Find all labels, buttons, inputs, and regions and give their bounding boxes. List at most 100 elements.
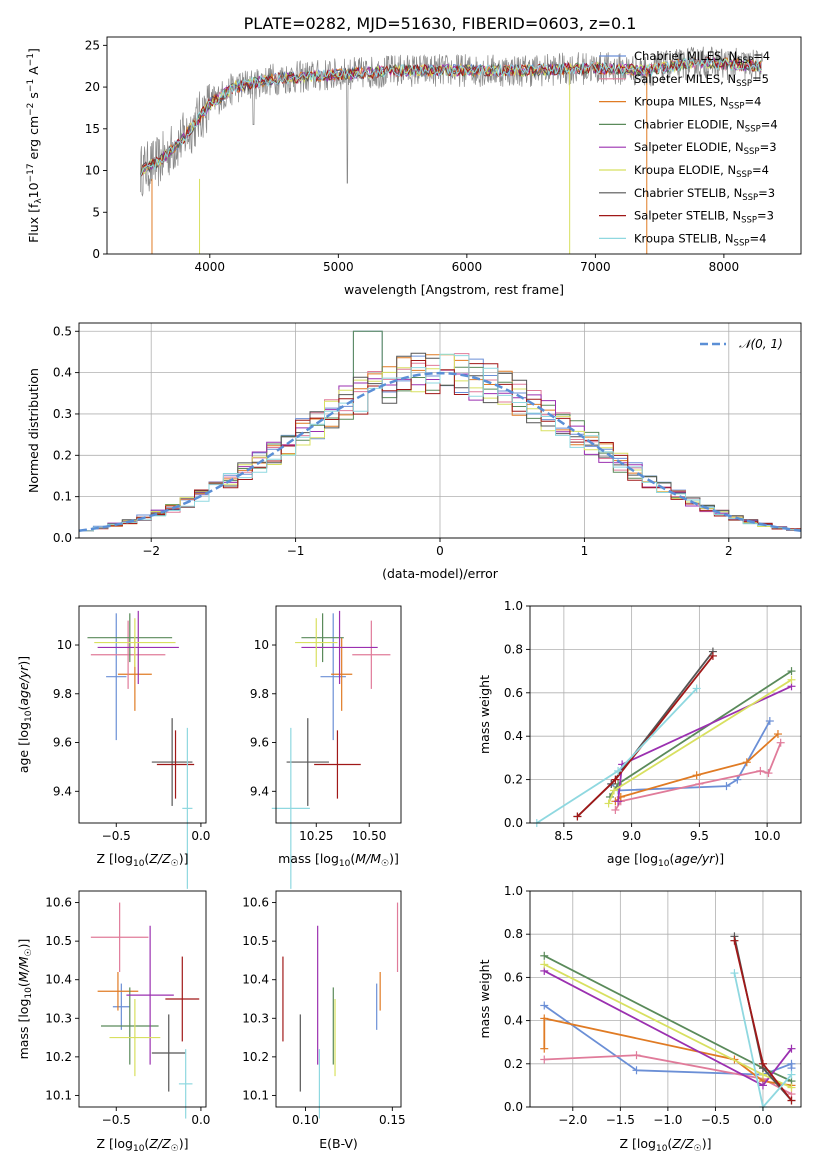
ylabel-sup: −2 — [26, 103, 36, 116]
data-layer — [78, 46, 802, 1119]
ylabel-mass-weight: mass weight — [477, 959, 492, 1038]
weight-line — [544, 1054, 792, 1095]
y-tick-label: 0 — [92, 247, 100, 261]
axes-frame — [78, 605, 207, 824]
label-part: age/yr — [16, 665, 31, 706]
label-part: )] — [714, 851, 724, 866]
legend-label: Salpeter STELIB, NSSP=3 — [634, 209, 774, 226]
label-part: ☉ — [694, 1144, 702, 1154]
legend-label: 𝒩(0, 1) — [739, 337, 783, 351]
y-tick-label: 10.4 — [45, 973, 72, 987]
normal-curve — [78, 371, 802, 533]
y-tick-label: 10.1 — [242, 1088, 269, 1102]
ylabel-part: ] — [26, 48, 41, 53]
y-tick-label: 9.4 — [250, 784, 269, 798]
legend-subscript: SSP — [742, 193, 758, 203]
y-tick-label: 25 — [85, 38, 100, 52]
hist-ylabel: Normed distribution — [26, 368, 41, 493]
y-tick-label: 10.5 — [242, 934, 269, 948]
ylabel-age: age [log10(age/yr)] — [16, 656, 34, 773]
x-tick-label: 0.0 — [191, 829, 210, 843]
y-tick-label: 0.5 — [53, 324, 72, 338]
y-tick-label: 10.2 — [45, 1050, 72, 1064]
ylabel-sup: −1 — [26, 53, 36, 66]
label-part: mass [log — [278, 851, 339, 866]
weight-line — [614, 733, 779, 803]
legend-label: Chabrier ELODIE, NSSP=4 — [634, 117, 778, 134]
x-tick-label: −2 — [142, 544, 160, 558]
label-part: ☉ — [381, 859, 389, 869]
x-tick-label: −1.5 — [606, 1113, 635, 1127]
y-tick-label: 0.6 — [504, 970, 523, 984]
x-tick-label: 0 — [436, 544, 444, 558]
y-tick-label: 0.0 — [504, 1100, 523, 1114]
label-part: )] — [702, 1136, 712, 1151]
legend-label: Chabrier MILES, NSSP=4 — [634, 49, 770, 66]
spectrum-xlabel: wavelength [Angstrom, rest frame] — [344, 282, 564, 297]
legend-label: Salpeter MILES, NSSP=5 — [634, 72, 769, 89]
y-tick-label: 10.5 — [45, 934, 72, 948]
legend-label: Kroupa ELODIE, NSSP=4 — [634, 163, 769, 180]
y-tick-label: 10.3 — [242, 1011, 269, 1025]
legend-value: =3 — [758, 186, 775, 200]
x-tick-label: −0.5 — [102, 829, 131, 843]
grid-layer — [79, 323, 801, 1108]
label-part: 10 — [24, 710, 34, 722]
legend-value: =3 — [757, 209, 774, 223]
legend-label: Chabrier STELIB, NSSP=3 — [634, 186, 775, 203]
x-tick-label: 10.25 — [299, 829, 333, 843]
label-part: 10 — [133, 1144, 145, 1154]
label-part: Z/Z — [148, 1136, 171, 1151]
x-tick-label: 8000 — [709, 260, 740, 274]
y-tick-label: 9.8 — [250, 687, 269, 701]
y-tick-label: 0.4 — [504, 1014, 523, 1028]
legend-subscript: SSP — [741, 216, 757, 226]
y-tick-label: 10.2 — [242, 1050, 269, 1064]
legend-subscript: SSP — [744, 147, 760, 157]
legend-subscript: SSP — [737, 56, 753, 66]
x-tick-label: 9.5 — [690, 829, 709, 843]
x-tick-label: −0.5 — [102, 1113, 131, 1127]
label-part: Z/Z — [671, 1136, 694, 1151]
xlabel-ebv: E(B-V) — [319, 1136, 358, 1151]
y-tick-label: 0.8 — [504, 927, 523, 941]
x-tick-label: 0.15 — [379, 1113, 406, 1127]
label-part: ( — [16, 982, 31, 987]
legend-label: Salpeter ELODIE, NSSP=3 — [634, 140, 777, 157]
ylabel-sub: λ — [34, 198, 44, 204]
figure-title: PLATE=0282, MJD=51630, FIBERID=0603, z=0… — [244, 14, 637, 33]
axes-layer — [75, 36, 802, 1111]
label-part: 10 — [658, 859, 670, 869]
label-part: )] — [179, 1136, 189, 1151]
y-tick-label: 9.6 — [250, 736, 269, 750]
y-tick-label: 0.6 — [504, 686, 523, 700]
label-part: 10 — [656, 1144, 668, 1154]
axes-frame — [275, 890, 402, 1108]
y-tick-label: 20 — [85, 80, 100, 94]
label-part: ☉ — [24, 948, 34, 956]
label-part: 10 — [133, 859, 145, 869]
histogram-line — [79, 353, 801, 532]
legend-value: =4 — [761, 117, 778, 131]
x-tick-label: 10.50 — [352, 829, 386, 843]
x-tick-label: 0.0 — [191, 1113, 210, 1127]
y-tick-label: 1.0 — [504, 884, 523, 898]
legend-subscript: SSP — [736, 79, 752, 89]
label-part: ( — [16, 706, 31, 711]
legend-label: Kroupa MILES, NSSP=4 — [634, 95, 761, 112]
y-tick-label: 0.2 — [53, 448, 72, 462]
y-tick-label: 0.0 — [504, 816, 523, 830]
label-part: Z/Z — [148, 851, 171, 866]
y-tick-label: 0.0 — [53, 531, 72, 545]
label-part: age/yr — [674, 851, 715, 866]
y-tick-label: 0.4 — [53, 366, 72, 380]
legend-value: =4 — [749, 231, 766, 245]
y-tick-label: 10.1 — [45, 1088, 72, 1102]
weight-line — [614, 742, 782, 811]
x-tick-label: −2.0 — [558, 1113, 587, 1127]
y-tick-label: 10.6 — [242, 896, 269, 910]
label-part: Z [log — [620, 1136, 656, 1151]
y-tick-label: 10.4 — [242, 973, 269, 987]
axes-frame — [78, 890, 207, 1108]
